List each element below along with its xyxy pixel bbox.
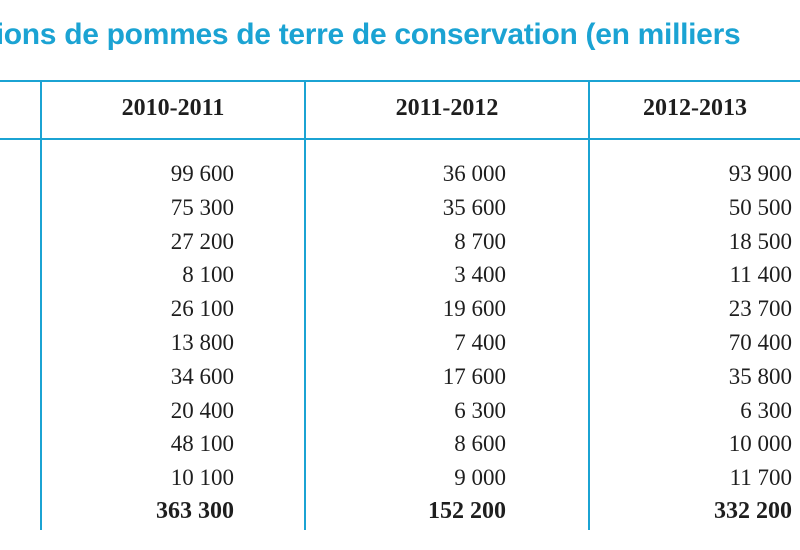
table-cell: 70 400	[728, 329, 792, 355]
table-cell: 13 800	[170, 329, 234, 355]
table-cell: 35 600	[442, 194, 506, 220]
column-2010-2011: 99 600 75 300 27 200 8 100 26 100 13 800 34 60…	[80, 157, 234, 529]
column-2012-2013: 93 900 50 500 18 500 11 400 23 700 70 400 35 8…	[630, 157, 792, 529]
table-cell: 19 600	[442, 296, 506, 322]
column-header-2012-2013: 2012-2013	[643, 95, 747, 121]
total-cell: 152 200	[428, 497, 506, 524]
table-cell: 36 000	[442, 161, 506, 186]
table-cell: 7 400	[454, 329, 506, 355]
table-cell: 93 900	[728, 161, 792, 186]
table-cell: 6 300	[740, 397, 792, 423]
header-rule	[0, 138, 800, 140]
column-divider	[588, 82, 590, 530]
table-cell: 8 700	[454, 228, 506, 254]
column-divider	[40, 82, 42, 530]
table-top-rule	[0, 80, 800, 82]
total-cell: 363 300	[156, 497, 234, 524]
table-cell: 11 700	[729, 465, 792, 491]
total-cell: 332 200	[714, 497, 792, 524]
column-header-2011-2012: 2011-2012	[395, 95, 499, 121]
table-cell: 34 600	[170, 363, 234, 389]
table-cell: 6 300	[454, 397, 506, 423]
table-cell: 99 600	[170, 161, 234, 186]
table-cell: 35 800	[728, 363, 792, 389]
table-cell: 17 600	[442, 363, 506, 389]
column-2011-2012: 36 000 35 600 8 700 3 400 19 600 7 400 17 600 6…	[340, 157, 506, 529]
table-title: tions de pommes de terre de conservation…	[0, 18, 741, 51]
table-cell: 8 600	[454, 431, 506, 457]
table-cell: 10 000	[728, 431, 792, 457]
table-cell: 27 200	[170, 228, 234, 254]
table-cell: 8 100	[182, 262, 234, 288]
table-cell: 50 500	[728, 194, 792, 220]
table-cell: 26 100	[170, 296, 234, 322]
column-divider	[304, 82, 306, 530]
table-cell: 23 700	[728, 296, 792, 322]
table-cell: 11 400	[729, 262, 792, 288]
table-cell: 3 400	[454, 262, 506, 288]
table-cell: 10 100	[170, 465, 234, 491]
table-cell: 20 400	[170, 397, 234, 423]
table-cell: 9 000	[454, 465, 506, 491]
table-cell: 75 300	[170, 194, 234, 220]
table-cell: 48 100	[170, 431, 234, 457]
column-header-2010-2011: 2010-2011	[121, 95, 225, 121]
table-cell: 18 500	[728, 228, 792, 254]
